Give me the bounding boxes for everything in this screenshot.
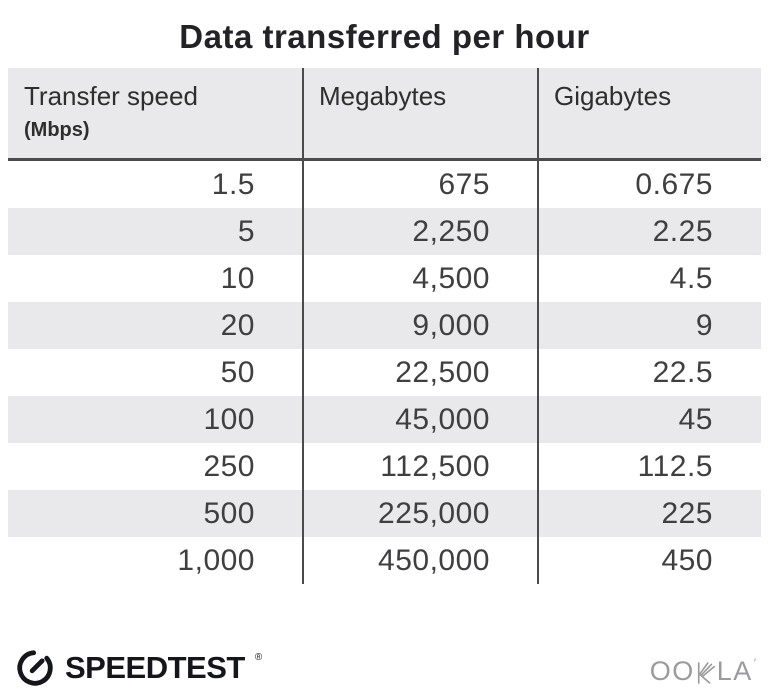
cell-megabytes: 9,000 [412, 308, 490, 342]
cell-speed: 500 [203, 496, 255, 530]
data-table: Transfer speed (Mbps) Megabytes Gigabyte… [8, 68, 761, 584]
cell-megabytes: 45,000 [395, 402, 490, 436]
cell-speed: 100 [203, 402, 255, 436]
page-title: Data transferred per hour [179, 18, 590, 55]
table-row: 50 22,500 22.5 [8, 349, 761, 396]
registered-trademark-symbol: ® [254, 651, 263, 663]
ookla-wordmark-left: OO [649, 656, 695, 686]
ookla-k-glyph [697, 661, 715, 684]
table-row: 250 112,500 112.5 [8, 443, 761, 490]
cell-gigabytes: 2.25 [652, 214, 713, 248]
cell-speed: 250 [203, 449, 255, 483]
cell-megabytes: 112,500 [380, 449, 490, 483]
cell-megabytes: 2,250 [412, 214, 490, 248]
cell-gigabytes: 22.5 [652, 355, 713, 389]
table-row: 1,000 450,000 450 [8, 537, 761, 584]
cell-megabytes: 675 [438, 167, 490, 201]
cell-gigabytes: 4.5 [669, 261, 713, 295]
ookla-logo: OO LA ′ [649, 655, 756, 687]
cell-gigabytes: 0.675 [635, 167, 713, 201]
ookla-wordmark-right: LA [716, 656, 753, 686]
speedometer-gauge-icon [17, 650, 53, 686]
cell-gigabytes: 9 [695, 308, 713, 342]
header-transfer-speed-label: Transfer speed [24, 81, 198, 111]
cell-speed: 1,000 [177, 543, 255, 577]
column-divider-2 [537, 68, 539, 584]
cell-megabytes: 225,000 [378, 496, 490, 530]
trademark-tick: ′ [753, 655, 756, 670]
cell-speed: 5 [237, 214, 255, 248]
column-divider-1 [302, 68, 304, 584]
header-gigabytes: Gigabytes [554, 81, 672, 111]
cell-gigabytes: 45 [678, 402, 713, 436]
header-mbps-unit: (Mbps) [24, 119, 90, 141]
cell-gigabytes: 225 [661, 496, 713, 530]
table-row: 5 2,250 2.25 [8, 208, 761, 255]
header-transfer-speed: Transfer speed (Mbps) [8, 68, 303, 158]
table-row: 1.5 675 0.675 [8, 161, 761, 208]
cell-speed: 10 [220, 261, 255, 295]
cell-megabytes: 22,500 [395, 355, 490, 389]
table-row: 100 45,000 45 [8, 396, 761, 443]
header-megabytes: Megabytes [319, 81, 447, 111]
speedtest-logo: SPEEDTEST ® [14, 646, 263, 690]
cell-gigabytes: 450 [661, 543, 713, 577]
table-row: 500 225,000 225 [8, 490, 761, 537]
speedtest-wordmark: SPEEDTEST [65, 650, 245, 685]
table-header-row: Transfer speed (Mbps) Megabytes Gigabyte… [8, 68, 761, 161]
table-row: 20 9,000 9 [8, 302, 761, 349]
cell-gigabytes: 112.5 [637, 449, 713, 483]
cell-speed: 1.5 [211, 167, 255, 201]
cell-speed: 50 [220, 355, 255, 389]
table-row: 10 4,500 4.5 [8, 255, 761, 302]
cell-megabytes: 450,000 [378, 543, 490, 577]
cell-megabytes: 4,500 [412, 261, 490, 295]
cell-speed: 20 [220, 308, 255, 342]
table-body: 1.5 675 0.675 5 2,250 2.25 10 4,500 4.5 … [8, 161, 761, 584]
